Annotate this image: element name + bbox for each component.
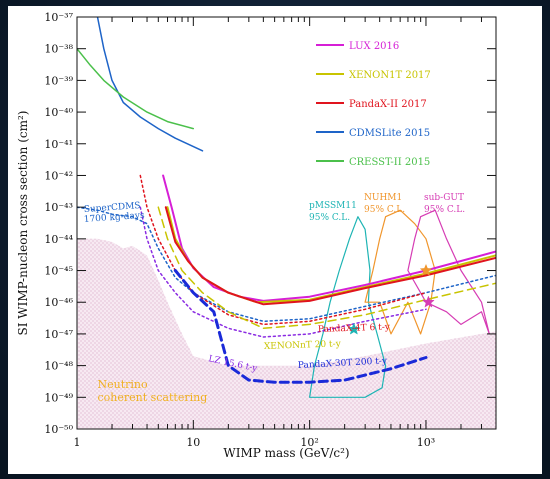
y-tick-label: 10⁻⁴¹	[44, 138, 73, 151]
legend-label-pandax-ii-2017: PandaX-II 2017	[349, 99, 427, 110]
marker-pmssm11-best-fit	[347, 322, 361, 335]
series-line-cresst-ii-2015	[77, 47, 195, 130]
y-tick-label: 10⁻⁴⁹	[44, 391, 73, 404]
annotation-supercdms: SuperCDMS	[84, 201, 141, 215]
x-axis-title: WIMP mass (GeV/c²)	[223, 446, 349, 460]
series-line-supercdms	[77, 206, 496, 323]
plot-border	[76, 16, 497, 430]
annotation-sub-gut: sub-GUT	[424, 193, 464, 203]
annotation-pandax-30t-200-t-y: PandaX-30T 200 t-y	[298, 356, 388, 371]
y-axis-title: SI WIMP-nucleon cross section (cm²)	[16, 111, 30, 336]
y-tick-label: 10⁻⁴⁵	[44, 265, 73, 278]
x-tick-label: 10³	[417, 436, 435, 449]
y-tick-label: 10⁻⁴⁴	[44, 233, 73, 246]
region-sub-gut	[407, 209, 490, 335]
annotation-1700-kg-days: 1700 kg-days	[84, 211, 146, 225]
series-line-xenonnt	[157, 206, 496, 330]
y-tick-label: 10⁻³⁷	[44, 11, 73, 24]
annotation-xenonnt-20-t-y: XENONnT 20 t-y	[264, 339, 342, 352]
annotation-pandax-4t-6-t-y: PandaX-4T 6 t-y	[318, 322, 391, 335]
marker-nuhm1-best-fit	[419, 263, 433, 276]
y-tick-label: 10⁻⁴³	[44, 201, 73, 214]
y-tick-label: 10⁻⁴⁷	[44, 328, 73, 341]
legend-label-cdmslite-2015: CDMSLite 2015	[349, 128, 430, 139]
neutrino-floor-label-2: coherent scattering	[97, 391, 207, 404]
y-tick-label: 10⁻⁴⁸	[44, 360, 73, 373]
y-tick-label: 10⁻⁴⁰	[44, 106, 73, 119]
marker-sub-gut-best-fit	[422, 295, 435, 308]
y-tick-label: 10⁻⁴⁶	[44, 296, 73, 309]
annotation-pmssm11: pMSSM11	[309, 201, 357, 211]
series-line-cdmslite-2015	[96, 17, 204, 152]
y-tick-label: 10⁻³⁸	[44, 43, 73, 56]
annotation-nuhm1: NUHM1	[364, 193, 402, 203]
series-line-lz	[139, 206, 427, 338]
region-nuhm1	[364, 209, 436, 335]
legend-label-lux-2016: LUX 2016	[349, 41, 399, 52]
series-line-pandax-4t	[139, 174, 427, 326]
annotation-95-c-l: 95% C.L.	[309, 213, 350, 223]
series-line-pandax-ii-2017	[164, 206, 496, 306]
legend-label-xenon1t-2017: XENON1T 2017	[349, 70, 431, 81]
y-tick-label: 10⁻³⁹	[44, 74, 73, 87]
x-tick-label: 10²	[300, 436, 318, 449]
x-tick-label: 1	[74, 436, 81, 449]
annotation-95-c-l: 95% C.L.	[424, 205, 465, 215]
legend-label-cresst-ii-2015: CRESST-II 2015	[349, 157, 430, 168]
annotation-95-c-l: 95% C.L.	[364, 205, 405, 215]
x-tick-label: 10	[186, 436, 200, 449]
y-tick-label: 10⁻⁵⁰	[44, 423, 73, 436]
neutrino-floor-region	[77, 238, 496, 429]
series-line-pandax-30t	[173, 269, 428, 384]
neutrino-floor-label: Neutrino	[97, 378, 148, 391]
y-tick-label: 10⁻⁴²	[44, 169, 73, 182]
